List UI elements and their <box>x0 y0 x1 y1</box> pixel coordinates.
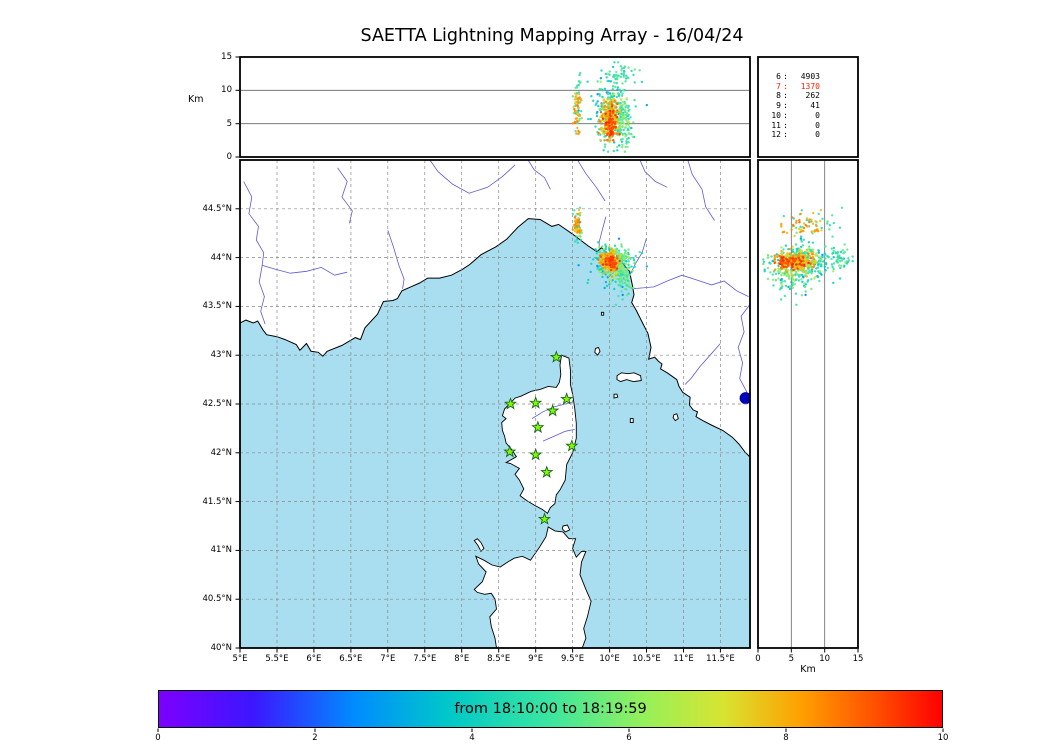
capraia-coastline <box>594 346 601 356</box>
map-panel <box>240 160 750 648</box>
giglio-coastline <box>672 413 679 422</box>
station-count-row: 12: 0 <box>770 130 858 140</box>
station-count-colon: : <box>783 120 788 130</box>
mainland-coastline <box>240 160 750 458</box>
station-count-colon: : <box>783 101 788 111</box>
figure-title: SAETTA Lightning Mapping Array - 16/04/2… <box>360 26 744 46</box>
alt-lon-border <box>239 56 751 158</box>
station-count-colon: : <box>783 110 788 120</box>
station-count-row: 7: 1370 <box>770 82 858 92</box>
station-count-value: 0 <box>815 110 820 120</box>
alt-lat-border <box>757 159 859 649</box>
station-marker <box>560 392 574 405</box>
map-scatter <box>571 206 648 306</box>
stats-border <box>757 56 859 158</box>
station-count-value: 1370 <box>800 81 820 91</box>
station-count-label: 7 <box>776 81 781 91</box>
gorgona-coastline <box>600 311 605 316</box>
colorbar-label: from 18:10:00 to 18:19:59 <box>454 701 647 717</box>
station-marker <box>503 444 517 458</box>
elba-coastline <box>616 372 642 383</box>
alt-lat-scatter <box>762 206 854 306</box>
station-count-value: 0 <box>815 130 820 140</box>
station-marker <box>528 396 543 409</box>
maddalena-coastline <box>561 524 571 533</box>
station-count-colon: : <box>783 91 788 101</box>
map-border <box>239 159 751 649</box>
station-count-value: 41 <box>810 101 820 111</box>
pianosa-coastline <box>613 393 619 399</box>
station-counts-panel: 6: 4903 7: 1370 8: 262 9: 41 10: 0 11: 0 12: 0 <box>758 57 858 157</box>
tick-marks <box>157 56 944 732</box>
station-count-label: 8 <box>776 91 781 101</box>
station-count-value: 4903 <box>800 72 820 81</box>
station-marker <box>549 350 563 363</box>
alt-lat-panel <box>790 160 826 648</box>
station-count-colon: : <box>783 130 788 140</box>
sardinia-coastline <box>473 526 592 648</box>
alt-lon-scatter <box>571 61 648 153</box>
station-marker <box>503 397 518 410</box>
station-count-colon: : <box>783 81 788 91</box>
station-count-row: 8: 262 <box>770 91 858 101</box>
station-marker <box>540 465 554 479</box>
station-marker <box>537 512 552 525</box>
station-count-row: 11: 0 <box>770 121 858 131</box>
station-marker <box>529 447 543 461</box>
montecristo-coastline <box>629 418 634 423</box>
station-count-label: 12 <box>771 130 781 140</box>
station-marker <box>531 420 545 434</box>
time-colorbar: from 18:10:00 to 18:19:59 <box>158 690 943 728</box>
station-marker <box>545 403 560 417</box>
station-count-value: 0 <box>815 120 820 130</box>
station-count-label: 10 <box>771 110 781 120</box>
station-count-colon: : <box>783 72 788 81</box>
alt-lon-panel <box>240 89 750 125</box>
station-count-row: 9: 41 <box>770 101 858 111</box>
station-count-label: 9 <box>776 101 781 111</box>
map-grid <box>240 160 750 648</box>
station-count-label: 6 <box>776 72 781 81</box>
altitude-axis-unit-right: Km <box>800 664 816 675</box>
station-marker <box>565 439 579 452</box>
station-count-row: 10: 0 <box>770 111 858 121</box>
station-count-row: 6: 4903 <box>770 72 858 82</box>
panel-borders <box>239 56 859 649</box>
station-count-value: 262 <box>805 91 820 101</box>
lake <box>739 392 750 405</box>
asinara-coastline <box>473 538 485 553</box>
rivers <box>243 160 750 442</box>
station-count-label: 11 <box>771 120 781 130</box>
altitude-axis-unit-top: Km <box>188 94 204 105</box>
station-markers <box>503 350 579 525</box>
